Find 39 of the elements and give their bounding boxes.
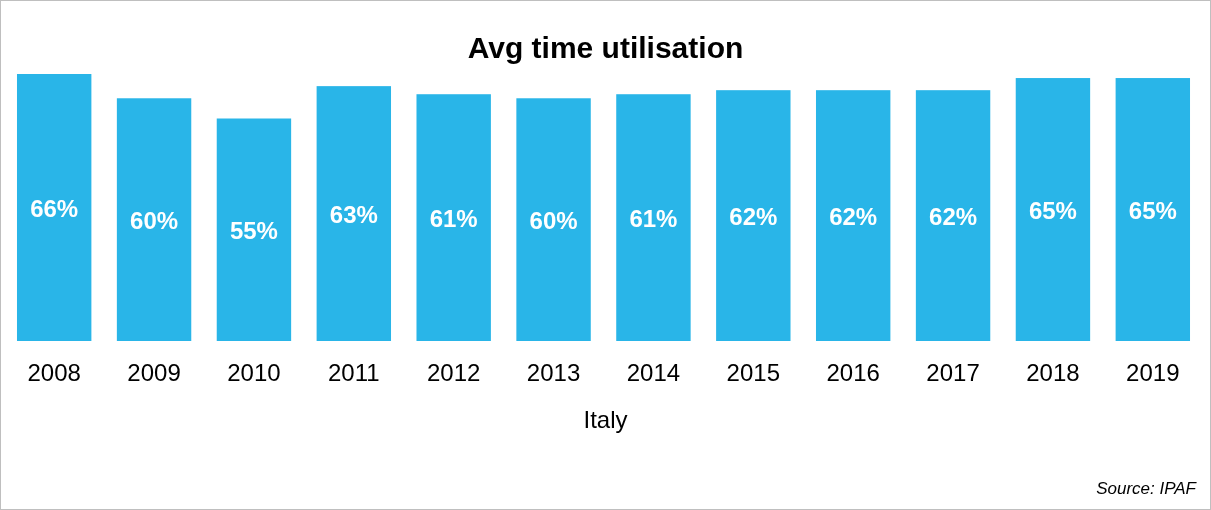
data-label: 65% (1028, 196, 1077, 224)
bar (616, 94, 691, 341)
x-tick-label: 2018 (1026, 359, 1080, 386)
data-label: 61% (629, 204, 678, 232)
x-tick-label: 2019 (1126, 359, 1180, 386)
bar (1015, 78, 1091, 341)
data-label: 65% (1128, 196, 1177, 224)
x-tick-label: 2009 (127, 359, 181, 386)
data-label: 61% (429, 204, 478, 232)
x-tick-label: 2014 (626, 359, 681, 386)
data-label: 55% (229, 216, 278, 244)
bar (216, 118, 292, 341)
bar (915, 90, 991, 341)
data-label: 62% (729, 202, 778, 230)
bar (716, 90, 791, 341)
x-tick-label: 2008 (27, 359, 81, 386)
bar (516, 98, 591, 341)
data-label: 62% (829, 202, 878, 230)
x-axis-title: Italy (583, 406, 628, 433)
x-tick-label: 2015 (726, 359, 781, 386)
x-tick-label: 2016 (826, 359, 880, 386)
x-tick-label: 2012 (426, 359, 481, 386)
data-label: 60% (529, 206, 578, 234)
chart-title: Avg time utilisation (467, 31, 744, 64)
x-tick-label: 2010 (227, 359, 281, 386)
data-label: 62% (929, 202, 978, 230)
bar (1115, 78, 1191, 341)
bar (416, 94, 491, 341)
x-tick-label: 2013 (526, 359, 581, 386)
bar (815, 90, 891, 341)
x-tick-label: 2011 (328, 359, 380, 386)
bar (116, 98, 192, 341)
data-label: 66% (30, 194, 79, 222)
data-label: 63% (329, 200, 378, 228)
bar (16, 74, 92, 341)
data-label: 60% (130, 206, 179, 234)
x-tick-label: 2017 (926, 359, 980, 386)
source-note: Source: IPAF (1096, 479, 1198, 498)
bar (316, 86, 392, 341)
